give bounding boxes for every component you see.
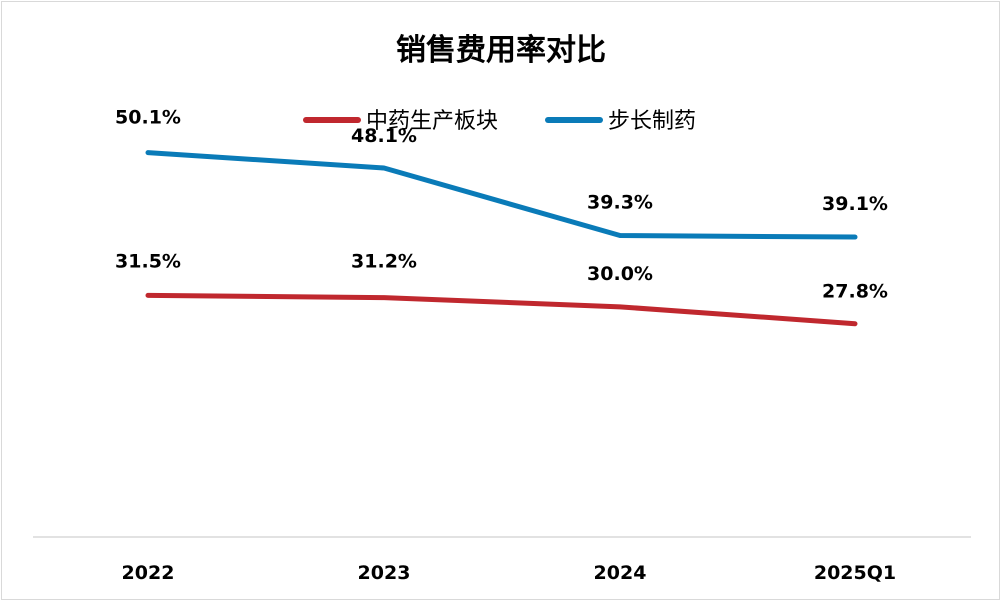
series-layer bbox=[145, 150, 858, 327]
data-labels: 31.5% 31.2% 30.0% 27.8% 50.1% 48.1% 39.3% 39.1% bbox=[115, 107, 888, 303]
legend-label-1: 步长制药 bbox=[608, 109, 696, 134]
data-label-series-1-point-1: 48.1% bbox=[351, 125, 417, 147]
x-axis-ticks: 2022 2023 2024 2025Q1 bbox=[122, 562, 897, 584]
x-tick-label-0: 2022 bbox=[122, 562, 175, 584]
data-label-series-1-point-2: 39.3% bbox=[587, 192, 653, 214]
data-label-series-1-point-0: 50.1% bbox=[115, 107, 181, 129]
x-tick-label-1: 2023 bbox=[358, 562, 411, 584]
data-label-series-1-point-3: 39.1% bbox=[822, 193, 888, 215]
series-line-1 bbox=[145, 150, 858, 240]
chart-title: 销售费用率对比 bbox=[396, 33, 606, 68]
data-label-series-0-point-3: 27.8% bbox=[822, 281, 888, 303]
x-tick-label-3: 2025Q1 bbox=[814, 562, 896, 584]
data-label-series-0-point-2: 30.0% bbox=[587, 263, 653, 285]
legend: 中药生产板块 步长制药 bbox=[303, 109, 696, 134]
x-tick-label-2: 2024 bbox=[594, 562, 647, 584]
data-label-series-0-point-0: 31.5% bbox=[115, 250, 181, 272]
data-label-series-0-point-1: 31.2% bbox=[351, 251, 417, 273]
legend-label-0: 中药生产板块 bbox=[366, 109, 498, 134]
series-line-0 bbox=[145, 292, 858, 327]
